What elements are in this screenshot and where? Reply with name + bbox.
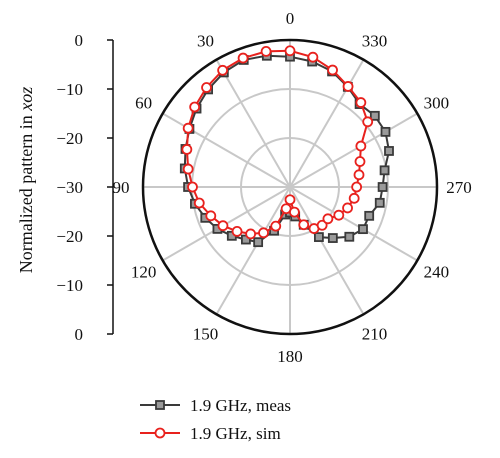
- data-point: [253, 237, 264, 248]
- data-point: [298, 219, 310, 231]
- data-point: [217, 64, 229, 76]
- series-layer: [179, 45, 394, 248]
- data-point: [284, 45, 296, 57]
- y-axis-label: Normalized pattern in xoz: [16, 87, 36, 273]
- outer-ring: [141, 38, 439, 336]
- angle-tick-label: 60: [135, 94, 152, 113]
- y-axis-label-prefix: Normalized pattern in: [16, 111, 36, 273]
- data-point: [355, 140, 367, 152]
- data-point: [369, 110, 380, 121]
- data-point: [314, 232, 324, 242]
- data-point: [353, 169, 365, 181]
- data-point: [231, 226, 243, 237]
- data-point: [362, 116, 374, 128]
- legend-marker: [154, 427, 166, 439]
- data-point: [379, 165, 390, 176]
- grid-spoke: [289, 112, 418, 188]
- angle-tick-label: 330: [362, 32, 388, 51]
- angle-tick-label: 0: [286, 9, 295, 28]
- data-point: [237, 52, 249, 64]
- data-point: [245, 228, 257, 240]
- data-point: [284, 194, 296, 206]
- grid-spoke: [215, 186, 291, 315]
- data-point: [355, 97, 367, 108]
- scale-tick-label: −20: [56, 227, 83, 246]
- data-point: [322, 213, 334, 225]
- legend-item: 1.9 GHz, meas: [140, 396, 291, 415]
- grid-spoke: [289, 59, 365, 188]
- scale-tick-label: −10: [56, 80, 83, 99]
- data-point: [348, 192, 360, 204]
- data-point: [182, 122, 194, 134]
- legend-marker: [155, 400, 165, 410]
- data-point: [260, 46, 272, 57]
- data-point: [270, 220, 282, 232]
- angle-tick-label: 300: [424, 94, 450, 113]
- data-point: [187, 181, 198, 193]
- data-point: [384, 146, 394, 156]
- data-point: [189, 101, 201, 113]
- angle-tick-label: 240: [424, 263, 450, 282]
- data-point: [205, 210, 217, 222]
- data-point: [342, 202, 353, 214]
- angle-tick-label: 120: [131, 263, 157, 282]
- data-point: [333, 209, 345, 221]
- radial-scale-axis: 0 −10 −20 −30 −20 −10 0: [56, 31, 114, 344]
- data-point: [351, 181, 363, 193]
- scale-tick-label: 0: [75, 325, 84, 344]
- series-circle: [181, 45, 374, 240]
- angle-tick-label: 210: [362, 324, 388, 343]
- angle-tick-label: 30: [197, 32, 214, 51]
- scale-tick-label: −10: [56, 276, 83, 295]
- data-point: [344, 231, 355, 242]
- data-point: [316, 219, 328, 231]
- legend-label: 1.9 GHz, meas: [190, 396, 291, 415]
- data-point: [358, 224, 368, 235]
- data-point: [327, 64, 338, 76]
- grid-spoke: [215, 59, 291, 188]
- grid-spoke: [289, 186, 418, 262]
- data-point: [258, 227, 269, 239]
- data-point: [193, 197, 205, 209]
- data-point: [342, 81, 354, 92]
- data-point: [374, 197, 385, 208]
- scale-tick-label: 0: [75, 31, 84, 50]
- angle-tick-label: 180: [277, 347, 303, 366]
- grid-ring: [240, 137, 340, 237]
- data-point: [377, 182, 388, 192]
- angular-tick-labels: 0 30 60 90 120 150 180 210 240 270 300 330: [113, 9, 472, 366]
- legend-label: 1.9 GHz, sim: [190, 424, 281, 443]
- scale-tick-label: −20: [56, 129, 83, 148]
- grid-spoke: [289, 186, 365, 315]
- data-point: [217, 220, 229, 232]
- data-point: [307, 51, 319, 63]
- data-point: [289, 206, 300, 218]
- angle-tick-label: 150: [193, 324, 219, 343]
- angle-tick-label: 90: [113, 178, 130, 197]
- data-point: [201, 82, 212, 93]
- legend: 1.9 GHz, meas 1.9 GHz, sim: [140, 396, 291, 443]
- angle-tick-label: 270: [446, 178, 472, 197]
- data-point: [380, 126, 391, 137]
- y-axis-label-italic: xoz: [16, 87, 36, 112]
- data-point: [364, 210, 375, 221]
- legend-item: 1.9 GHz, sim: [140, 424, 281, 443]
- data-point: [181, 144, 193, 155]
- data-point: [182, 163, 194, 175]
- data-point: [327, 233, 338, 243]
- data-point: [354, 156, 366, 167]
- scale-tick-label: −30: [56, 178, 83, 197]
